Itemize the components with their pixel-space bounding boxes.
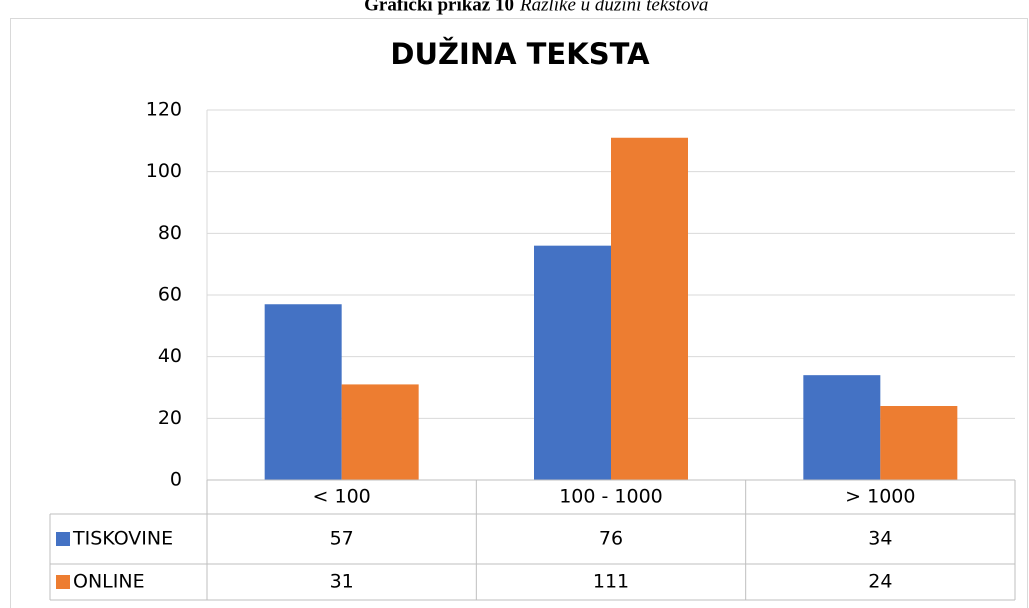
legend-key [56, 532, 70, 546]
table-value: 57 [330, 528, 354, 550]
caption-text: Razlike u dužini tekstova [519, 0, 708, 15]
chart-title: DUŽINA TEKSTA [390, 37, 650, 71]
y-tick-label: 20 [158, 407, 182, 429]
bar [803, 375, 881, 480]
table-value: 24 [868, 571, 892, 593]
y-tick-label: 60 [158, 284, 182, 306]
bar [880, 406, 958, 480]
y-tick-label: 0 [170, 469, 182, 491]
x-tick-label: < 100 [313, 486, 371, 508]
x-tick-label: 100 - 1000 [559, 486, 663, 508]
bar [611, 137, 688, 480]
legend-key [56, 575, 70, 589]
bar [534, 245, 611, 480]
bar [264, 304, 342, 480]
y-tick-label: 100 [146, 160, 182, 182]
bar [341, 384, 419, 480]
table-value: 34 [868, 528, 892, 550]
y-tick-label: 80 [158, 222, 182, 244]
x-tick-label: > 1000 [845, 486, 915, 508]
table-value: 76 [599, 528, 623, 550]
caption-label: Grafički prikaz 10 [364, 0, 514, 15]
y-tick-label: 40 [158, 345, 182, 367]
legend-label: TISKOVINE [72, 528, 173, 550]
legend-label: ONLINE [73, 571, 145, 593]
y-tick-label: 120 [146, 99, 182, 121]
chart-frame [10, 18, 1028, 608]
table-value: 31 [330, 571, 354, 593]
table-value: 111 [593, 571, 629, 593]
